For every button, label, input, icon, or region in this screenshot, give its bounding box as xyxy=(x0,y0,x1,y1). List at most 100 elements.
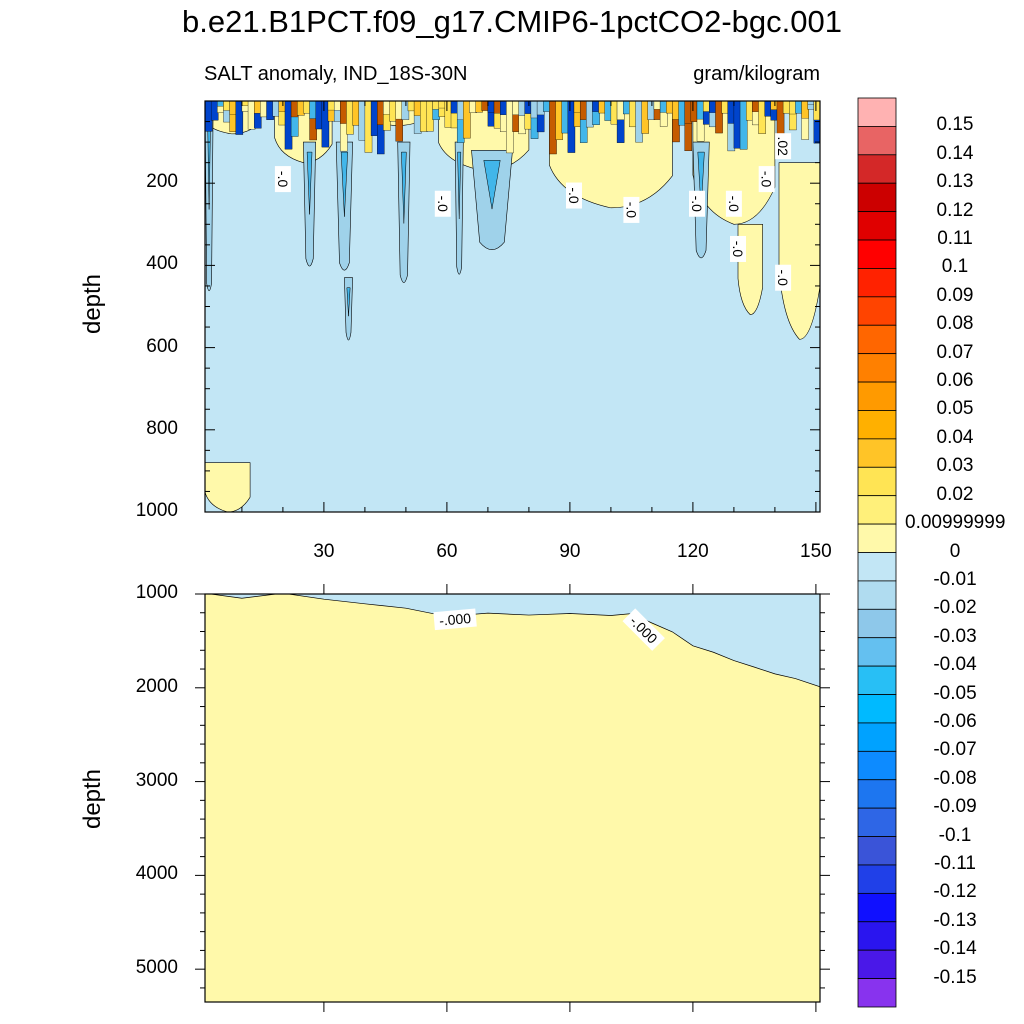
colorbar-swatch xyxy=(857,892,897,923)
strong-negative-core xyxy=(306,151,313,215)
colorbar-swatch xyxy=(857,779,897,809)
contour-label: -.0 xyxy=(689,190,705,217)
upper-y-axis-label: depth xyxy=(79,273,106,335)
colorbar-swatch xyxy=(857,750,897,781)
svg-text:-.000: -.000 xyxy=(439,610,472,629)
surface-anomaly-cell xyxy=(739,101,748,150)
strong-negative-core xyxy=(401,151,407,224)
surface-anomaly-cell xyxy=(813,101,820,121)
contour-label: -.0 xyxy=(434,190,451,217)
lower-panel-field xyxy=(205,594,820,1002)
svg-text:-.0: -.0 xyxy=(623,202,639,219)
contour-label: -.0 xyxy=(775,264,792,291)
y-tick-label: 1000 xyxy=(135,582,178,603)
colorbar-swatch xyxy=(857,97,897,127)
colorbar-label: -0.12 xyxy=(933,881,977,903)
y-tick-label: 2000 xyxy=(135,675,178,697)
colorbar-swatch xyxy=(857,410,897,440)
colorbar-swatch xyxy=(857,495,897,525)
lower-panel-frame xyxy=(204,593,821,1003)
contour-label: -.0 xyxy=(730,235,746,262)
strong-negative-core xyxy=(483,160,501,210)
contour-label: -.0 xyxy=(758,166,775,193)
contour-label: -.000 xyxy=(433,608,477,631)
surface-anomaly-cell xyxy=(789,101,797,131)
colorbar-swatch xyxy=(857,296,897,326)
x-tick-label: 150 xyxy=(800,541,832,562)
surface-anomaly-cell xyxy=(813,101,820,144)
upper-panel-field xyxy=(205,101,820,512)
y-tick-label: 3000 xyxy=(135,769,178,791)
colorbar-label: 0.14 xyxy=(936,142,974,164)
colorbar-label: -0.11 xyxy=(934,852,976,874)
colorbar-swatch xyxy=(857,637,897,667)
colorbar-swatch xyxy=(857,807,897,837)
colorbar-label: 0.15 xyxy=(936,114,974,136)
surface-anomaly-cell xyxy=(758,101,766,134)
svg-text:-.0: -.0 xyxy=(730,241,746,258)
colorbar-label: -0.03 xyxy=(933,625,977,647)
colorbar xyxy=(857,97,897,1008)
colorbar-label: 0.06 xyxy=(936,370,974,392)
y-tick-label: 200 xyxy=(146,171,178,193)
colorbar-label: 0.1 xyxy=(941,256,969,278)
lower-y-axis-label: depth xyxy=(79,768,106,830)
colorbar-swatch xyxy=(857,353,897,383)
surface-anomaly-cell xyxy=(235,101,244,135)
lower-panel-ticks xyxy=(195,584,830,1012)
contour-label: -.0 xyxy=(623,196,640,223)
main-title: b.e21.B1PCT.f09_g17.CMIP6-1pctCO2-bgc.00… xyxy=(182,4,842,39)
surface-anomaly-cell xyxy=(659,101,668,127)
colorbar-label: -0.02 xyxy=(933,597,977,619)
colorbar-label: 0.00999999 xyxy=(905,512,1006,534)
colorbar-swatch xyxy=(857,978,897,1008)
x-tick-label: 60 xyxy=(436,541,458,562)
surface-anomaly-cell xyxy=(616,101,625,143)
colorbar-label: -0.13 xyxy=(933,909,977,931)
colorbar-label: 0.13 xyxy=(936,171,974,193)
colorbar-label: 0.04 xyxy=(936,426,974,448)
colorbar-swatch xyxy=(857,381,897,411)
subtitle-variable-region: SALT anomaly, IND_18S-30N xyxy=(204,63,468,85)
surface-anomaly-cell xyxy=(801,101,809,140)
surface-anomaly-cell xyxy=(290,101,299,137)
colorbar-label: 0.02 xyxy=(936,483,974,505)
colorbar-swatch xyxy=(857,324,897,355)
colorbar-label: -0.14 xyxy=(933,938,977,960)
svg-text:-.0: -.0 xyxy=(275,171,291,188)
contour-label: .02 xyxy=(775,133,792,160)
colorbar-swatch xyxy=(857,552,897,582)
surface-anomaly-cell xyxy=(715,101,723,134)
svg-text:-.0: -.0 xyxy=(775,270,791,287)
y-tick-label: 400 xyxy=(146,253,178,275)
colorbar-swatch xyxy=(857,921,897,951)
y-tick-label: 5000 xyxy=(135,957,178,979)
svg-text:-.0: -.0 xyxy=(689,196,705,213)
colorbar-label: -0.01 xyxy=(933,568,977,590)
svg-text:-.0: -.0 xyxy=(726,196,742,213)
upper-panel-contour-labels: -.0-.0-.0-.0 -.0 -.0-.0-.0-.0.02 xyxy=(274,133,792,291)
colorbar-swatch xyxy=(857,523,897,553)
colorbar-swatch xyxy=(857,836,897,866)
colorbar-label: 0.05 xyxy=(936,398,974,420)
y-tick-label: 1000 xyxy=(135,500,178,521)
svg-text:.02: .02 xyxy=(775,136,791,156)
strong-negative-core xyxy=(346,287,351,317)
colorbar-label: 0.03 xyxy=(936,455,974,477)
colorbar-label: 0 xyxy=(949,540,961,562)
colorbar-label: 0.08 xyxy=(936,313,974,335)
colorbar-swatch xyxy=(857,466,897,497)
colorbar-label: 0.09 xyxy=(936,284,974,306)
colorbar-swatch xyxy=(857,694,897,724)
colorbar-label: 0.11 xyxy=(937,228,973,250)
colorbar-label: -0.05 xyxy=(933,682,977,704)
colorbar-swatch xyxy=(857,154,897,184)
colorbar-swatch xyxy=(857,864,897,894)
surface-anomaly-cell xyxy=(684,101,693,152)
colorbar-label: -0.08 xyxy=(933,767,977,789)
strong-negative-core xyxy=(697,151,705,210)
colorbar-swatch xyxy=(857,182,897,213)
surface-anomaly-cell xyxy=(801,101,809,119)
colorbar-swatch xyxy=(857,268,897,298)
colorbar-swatch xyxy=(857,722,897,752)
